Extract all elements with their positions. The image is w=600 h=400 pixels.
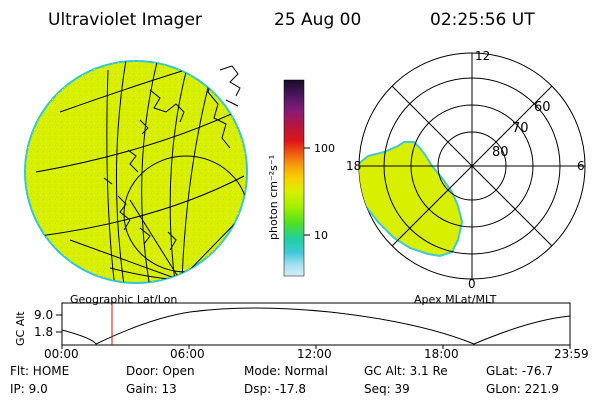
info-door: Door: Open	[126, 364, 195, 378]
colorbar-label-10: 10	[314, 229, 328, 242]
instrument-title: Ultraviolet Imager	[48, 10, 202, 30]
mlt-label-18: 18	[346, 159, 361, 173]
info-mode: Mode: Normal	[244, 364, 328, 378]
time-label: 02:25:56 UT	[430, 10, 535, 30]
mlt-label-12: 12	[475, 49, 490, 63]
info-panel: Flt: HOME Door: Open Mode: Normal GC Alt…	[10, 364, 559, 396]
date-label: 25 Aug 00	[274, 10, 361, 30]
altitude-ylabel: GC Alt	[14, 311, 27, 346]
xtick-label-1200: 12:00	[297, 347, 332, 361]
info-gain: Gain: 13	[126, 382, 177, 396]
colorbar-gradient	[283, 79, 305, 277]
altitude-curve	[62, 307, 570, 345]
xtick-label-1800: 18:00	[424, 347, 459, 361]
mlat-label-60: 60	[534, 100, 551, 115]
info-flight: Flt: HOME	[10, 364, 69, 378]
xtick-label-2359: 23:59	[554, 347, 589, 361]
ytick-label-1-8: 1.8	[34, 325, 53, 339]
magnetic-map: 12 18 6 0 60 70 80	[346, 49, 586, 291]
info-gc-alt: GC Alt: 3.1 Re	[364, 364, 448, 378]
mlt-label-6: 6	[577, 159, 585, 173]
colorbar-unit-label: photon cm⁻²s⁻¹	[267, 155, 280, 240]
outside-contours	[219, 65, 241, 107]
ytick-label-9: 9.0	[34, 308, 53, 322]
xtick-label-0600: 06:00	[170, 347, 205, 361]
mlt-label-0: 0	[468, 277, 476, 291]
image-speckle	[25, 61, 247, 283]
auroral-oval	[359, 141, 464, 258]
info-seq: Seq: 39	[364, 382, 410, 396]
colorbar-label-100: 100	[314, 142, 335, 155]
info-ip: IP: 9.0	[10, 382, 48, 396]
info-dsp: Dsp: -17.8	[244, 382, 306, 396]
altitude-plot-frame	[61, 302, 571, 346]
info-glat: GLat: -76.7	[486, 364, 553, 378]
mlat-label-70: 70	[512, 121, 529, 136]
magnetic-caption: Apex MLat/MLT	[414, 293, 497, 306]
geographic-map	[24, 60, 248, 284]
geographic-caption: Geographic Lat/Lon	[70, 293, 177, 306]
info-glon: GLon: 221.9	[486, 382, 559, 396]
xtick-label-0000: 00:00	[44, 347, 79, 361]
altitude-plot: 9.0 1.8 GC Alt 00:00 06:00 12:00 18:00 2…	[14, 302, 589, 361]
magnetic-grid	[359, 53, 585, 279]
colorbar: 100 10 photon cm⁻²s⁻¹	[267, 79, 335, 277]
mlat-label-80: 80	[492, 145, 509, 160]
